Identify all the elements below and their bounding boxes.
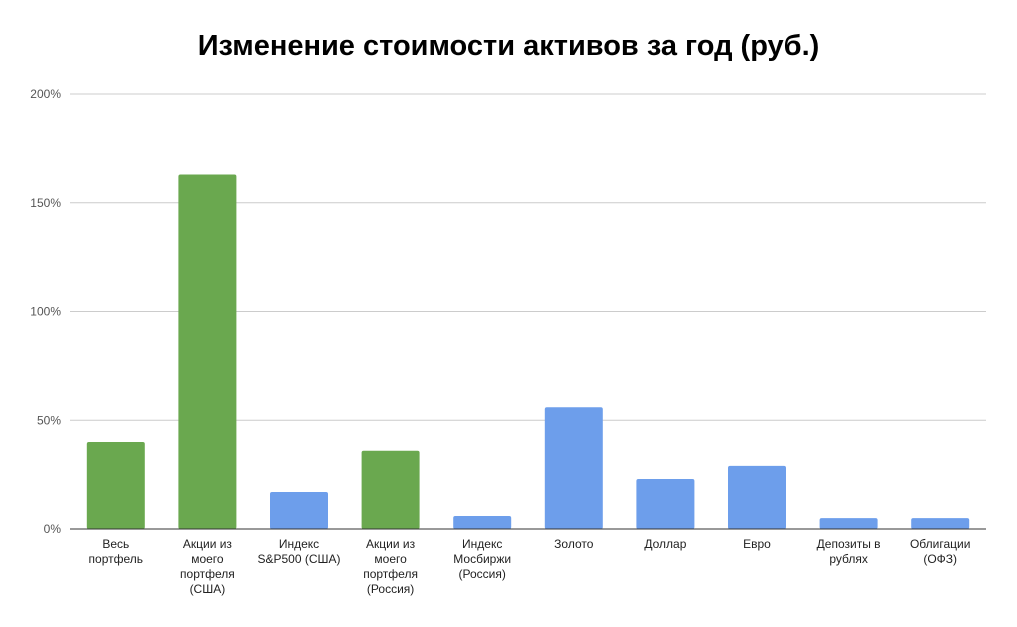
bar: [911, 518, 970, 529]
x-category-label: Депозиты в рублях: [817, 537, 881, 566]
x-axis-labels: Весь портфель Акции из моего портфеля (США) Ин…: [89, 537, 971, 596]
bar: [819, 518, 878, 529]
y-axis-ticks: 0% 50% 100% 150% 200%: [30, 87, 61, 536]
bar: [636, 478, 695, 529]
bar: [453, 515, 512, 529]
bar: [178, 174, 237, 529]
chart-title: Изменение стоимости активов за год (руб.…: [197, 30, 820, 62]
x-category-label: Индекс Мосбиржи (Россия): [453, 537, 511, 581]
bar: [361, 450, 420, 529]
x-category-label: Весь портфель: [89, 537, 143, 566]
x-category-label: Акции из моего портфеля (Россия): [363, 537, 418, 596]
bar: [86, 442, 145, 529]
y-tick-label: 150%: [30, 196, 61, 210]
x-category-label: Доллар: [644, 537, 686, 551]
y-tick-label: 100%: [30, 305, 61, 319]
x-category-label: Золото: [554, 537, 594, 551]
x-category-label: Индекс S&P500 (США): [257, 537, 340, 566]
bars: [86, 174, 970, 529]
bar: [728, 465, 786, 529]
x-category-label: Облигации (ОФЗ): [910, 537, 970, 566]
y-tick-label: 200%: [30, 87, 61, 101]
bar: [544, 407, 603, 529]
y-tick-label: 0%: [44, 522, 62, 536]
x-category-label: Акции из моего портфеля (США): [180, 537, 235, 596]
x-category-label: Евро: [743, 537, 771, 551]
y-tick-label: 50%: [37, 413, 61, 427]
bar: [270, 492, 328, 529]
